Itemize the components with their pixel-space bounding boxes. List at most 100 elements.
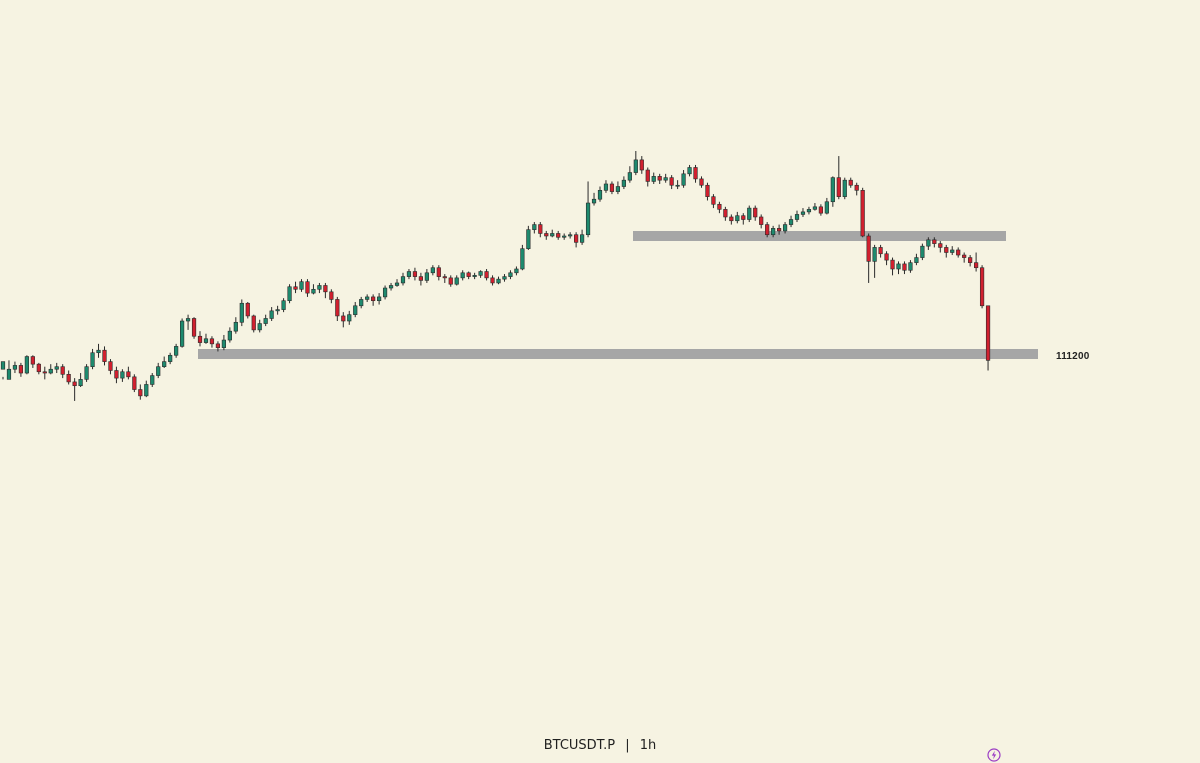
candle-body-bearish (968, 257, 973, 263)
candle (305, 279, 310, 297)
candle (484, 268, 489, 281)
candle-body-bearish (490, 277, 495, 284)
candle (180, 318, 185, 348)
candle-body-bullish (926, 239, 931, 247)
candle (162, 356, 167, 368)
candle-body-bullish (221, 339, 226, 348)
candle (168, 352, 173, 365)
candle-body-bearish (985, 305, 991, 361)
candle-body-bearish (705, 184, 710, 197)
candle (556, 230, 561, 240)
candle (842, 177, 847, 200)
candle-body-bearish (818, 206, 823, 214)
lightning-bolt-icon[interactable] (987, 748, 1001, 762)
candle (275, 305, 280, 315)
candle (687, 164, 692, 177)
candle (926, 237, 931, 250)
candle-body-bullish (162, 361, 167, 367)
candle (251, 314, 256, 333)
candle-body-bullish (520, 248, 525, 270)
candle-body-bullish (591, 198, 597, 204)
candle (824, 197, 829, 215)
candle (944, 244, 949, 258)
candle-body-bullish (144, 384, 149, 397)
candle (782, 222, 788, 234)
candle-body-bearish (645, 169, 650, 182)
candle (42, 366, 47, 380)
candle (418, 272, 424, 286)
candle (0, 361, 6, 380)
candle (66, 370, 71, 385)
candle-body-bullish (54, 366, 59, 370)
footer-separator: | (625, 738, 630, 753)
candle-body-bullish (562, 235, 567, 238)
candle-body-bullish (275, 309, 280, 312)
candle-body-bearish (944, 247, 949, 253)
candle (221, 334, 226, 351)
candle (233, 317, 238, 334)
candle (150, 373, 155, 387)
candle-body-bearish (132, 376, 137, 390)
candle-body-bullish (174, 346, 179, 356)
candle (741, 213, 746, 225)
candle-body-bullish (281, 300, 286, 310)
candle (197, 331, 203, 347)
candle-body-bullish (400, 276, 406, 284)
interval-label: 1h (639, 738, 657, 753)
candle-body-bearish (711, 196, 716, 205)
candle-body-bearish (245, 302, 250, 317)
candle (627, 166, 632, 183)
candle-body-bearish (866, 235, 871, 262)
candle (753, 205, 758, 221)
candle-body-bullish (687, 167, 692, 175)
candle-body-bullish (430, 267, 435, 274)
candle-body-bearish (30, 356, 35, 365)
candle (317, 282, 322, 294)
candle (335, 296, 340, 322)
candle (353, 301, 358, 318)
candle-body-bearish (574, 234, 579, 243)
candle (126, 366, 131, 380)
candle-body-bearish (538, 224, 543, 234)
candle-body-bullish (347, 314, 352, 322)
candle (693, 164, 698, 183)
candle (377, 293, 382, 305)
candle (633, 150, 638, 176)
candle-body-bearish (878, 247, 883, 255)
candle (108, 359, 113, 375)
candle (681, 170, 686, 188)
candle-body-bearish (102, 349, 107, 362)
candle (269, 307, 274, 322)
candle (287, 284, 292, 304)
candle-body-bullish (771, 228, 776, 236)
candle (765, 222, 770, 238)
candle (496, 276, 501, 285)
candle-body-bullish (502, 276, 507, 280)
candle-body-bearish (759, 216, 764, 225)
candle-body-bearish (544, 233, 549, 237)
candle-body-bullish (78, 379, 83, 387)
candle (812, 203, 818, 211)
candle (185, 314, 191, 330)
candle-body-bullish (872, 247, 877, 262)
candle-body-bullish (896, 263, 901, 270)
candle-body-bullish (800, 211, 806, 215)
candle-body-bearish (657, 176, 662, 181)
candle (711, 194, 716, 209)
candle-body-bearish (753, 207, 758, 218)
candle (776, 224, 782, 235)
candle-body-bullish (651, 176, 656, 182)
candle-body-bullish (812, 206, 818, 210)
candle-body-bearish (18, 365, 24, 374)
candle (621, 176, 626, 190)
candle (215, 341, 221, 352)
candle (138, 384, 143, 400)
candle-body-bullish (311, 288, 316, 294)
candle (144, 380, 149, 398)
candle-body-bullish (12, 365, 18, 370)
candle (329, 289, 334, 304)
candle (18, 362, 24, 377)
candle-body-bullish (185, 318, 191, 322)
candle (502, 274, 507, 282)
